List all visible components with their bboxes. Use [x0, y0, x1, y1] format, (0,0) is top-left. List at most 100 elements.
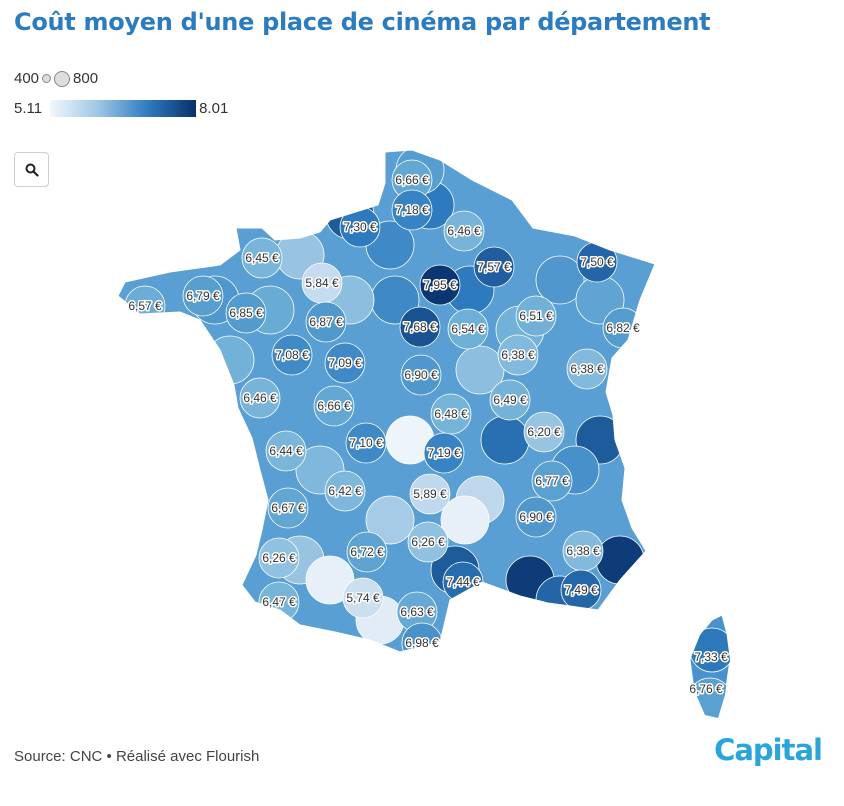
department-area[interactable]: [423, 432, 465, 474]
price-label: 6,38 €: [570, 362, 604, 376]
department-area[interactable]: [535, 255, 585, 305]
price-label: 6,38 €: [566, 544, 600, 558]
price-label: 6,77 €: [535, 474, 569, 488]
price-label: 7,95 €: [423, 278, 457, 292]
department-area[interactable]: [241, 237, 283, 279]
price-label: 7,10 €: [349, 436, 383, 450]
price-label: 6,26 €: [411, 535, 445, 549]
price-label: 6,26 €: [262, 551, 296, 565]
price-label: 6,63 €: [400, 605, 434, 619]
price-label: 6,76 €: [689, 682, 723, 696]
price-label: 6,85 €: [229, 306, 263, 320]
price-label: 6,42 €: [328, 484, 362, 498]
large-circle-icon: [54, 70, 71, 87]
department-area[interactable]: [305, 301, 347, 343]
price-label: 6,66 €: [395, 173, 429, 187]
price-label: 7,50 €: [580, 255, 614, 269]
price-label: 6,49 €: [493, 393, 527, 407]
department-area[interactable]: [515, 295, 557, 337]
price-label: 7,33 €: [694, 650, 728, 664]
price-label: 6,47 €: [262, 595, 296, 609]
department-area[interactable]: [225, 292, 267, 334]
department-area[interactable]: [239, 377, 281, 419]
price-label: 7,57 €: [477, 260, 511, 274]
department-area[interactable]: [440, 495, 490, 545]
price-label: 6,66 €: [317, 399, 351, 413]
price-label: 5,89 €: [413, 487, 447, 501]
chart-title: Coût moyen d'une place de cinéma par dép…: [14, 8, 711, 36]
department-area[interactable]: [566, 348, 608, 390]
department-area[interactable]: [497, 334, 539, 376]
price-label: 6,38 €: [501, 348, 535, 362]
department-area[interactable]: [345, 422, 387, 464]
price-label: 7,08 €: [275, 348, 309, 362]
price-label: 6,90 €: [519, 510, 553, 524]
price-label: 7,19 €: [427, 446, 461, 460]
price-label: 7,44 €: [446, 575, 480, 589]
price-label: 6,44 €: [269, 444, 303, 458]
color-legend: 5.11 8.01: [14, 100, 228, 117]
department-area[interactable]: [473, 246, 515, 288]
department-area[interactable]: [324, 342, 366, 384]
department-area[interactable]: [419, 264, 461, 306]
price-label: 6,82 €: [606, 321, 640, 335]
department-area[interactable]: [342, 577, 384, 619]
price-label: 6,51 €: [519, 309, 553, 323]
department-area[interactable]: [182, 275, 224, 317]
zoom-button[interactable]: [14, 152, 49, 187]
small-circle-icon: [42, 74, 52, 83]
price-label: 6,87 €: [309, 315, 343, 329]
department-area[interactable]: [346, 531, 388, 573]
price-label: 6,67 €: [271, 501, 305, 515]
color-gradient-bar: [50, 100, 197, 117]
price-label: 5,74 €: [346, 591, 380, 605]
price-label: 6,90 €: [404, 368, 438, 382]
department-area[interactable]: [205, 335, 255, 385]
size-legend: 400 800: [14, 70, 98, 87]
department-area[interactable]: [267, 487, 309, 529]
department-area[interactable]: [455, 345, 505, 395]
departments-layer: [117, 149, 734, 719]
department-area[interactable]: [443, 210, 485, 252]
price-label: 6,54 €: [451, 322, 485, 336]
department-area[interactable]: [523, 411, 565, 453]
department-area[interactable]: [258, 537, 300, 579]
department-area[interactable]: [265, 430, 307, 472]
department-area[interactable]: [399, 306, 441, 348]
department-area[interactable]: [409, 473, 451, 515]
department-area[interactable]: [365, 495, 415, 545]
department-area[interactable]: [391, 189, 433, 231]
price-label: 7,09 €: [328, 356, 362, 370]
department-area[interactable]: [489, 379, 531, 421]
price-label: 7,30 €: [343, 220, 377, 234]
price-label: 6,45 €: [245, 251, 279, 265]
department-area[interactable]: [531, 460, 573, 502]
price-label: 7,68 €: [403, 320, 437, 334]
price-label: 6,79 €: [186, 289, 220, 303]
department-area[interactable]: [515, 496, 557, 538]
department-area[interactable]: [447, 308, 489, 350]
price-label: 6,98 €: [405, 636, 439, 650]
price-label: 6,48 €: [434, 407, 468, 421]
color-legend-max: 8.01: [199, 100, 229, 117]
price-label: 6,20 €: [527, 425, 561, 439]
brand-logo: Capital: [714, 733, 823, 767]
color-legend-min: 5.11: [14, 100, 43, 117]
source-note: Source: CNC • Réalisé avec Flourish: [14, 748, 260, 765]
department-area[interactable]: [690, 627, 734, 673]
price-label: 6,46 €: [447, 224, 481, 238]
search-icon: [25, 163, 39, 177]
price-label: 6,46 €: [243, 391, 277, 405]
department-area[interactable]: [313, 385, 355, 427]
price-label: 7,18 €: [395, 203, 429, 217]
price-label: 6,57 €: [128, 299, 162, 313]
department-area[interactable]: [324, 470, 366, 512]
size-legend-max: 800: [73, 70, 99, 87]
department-area[interactable]: [407, 521, 449, 563]
price-label: 7,49 €: [564, 583, 598, 597]
department-area[interactable]: [480, 415, 530, 465]
department-area[interactable]: [271, 334, 313, 376]
department-area[interactable]: [400, 354, 442, 396]
department-area[interactable]: [595, 535, 645, 585]
